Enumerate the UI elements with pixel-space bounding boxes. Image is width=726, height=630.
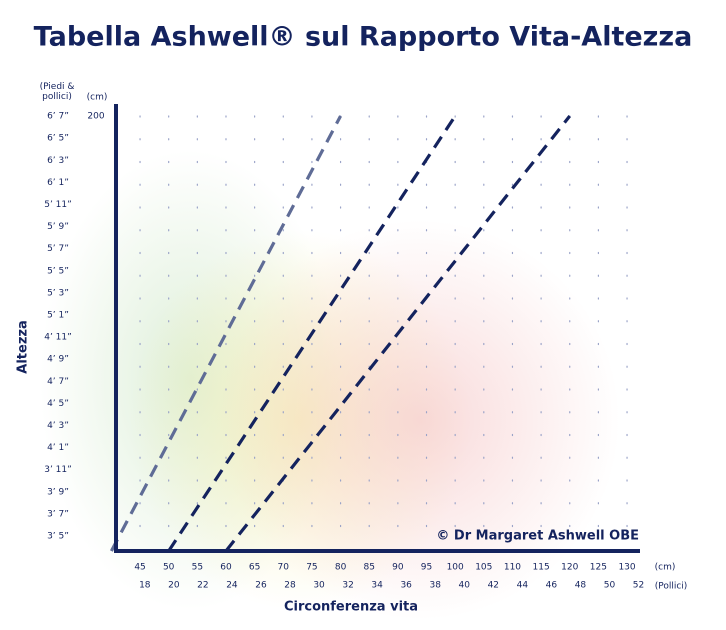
y-tick-label: 4’ 3” xyxy=(47,421,69,431)
y-tick-label: 5’ 5” xyxy=(47,266,69,276)
y-tick-label: 5’ 3” xyxy=(47,288,69,298)
x2-tick-label: 32 xyxy=(342,581,353,591)
y2-unit-label: (cm) xyxy=(87,93,108,103)
x2-tick-label: 24 xyxy=(226,581,238,591)
x2-tick-label: 46 xyxy=(546,581,558,591)
x2-tick-label: 18 xyxy=(139,581,151,591)
x-tick-label: 130 xyxy=(618,563,635,573)
y-unit-label-part: (Piedi & xyxy=(40,82,75,92)
y-tick-label: 5’ 9” xyxy=(47,222,69,232)
x2-unit-label: (Pollici) xyxy=(655,582,688,592)
x2-tick-label: 22 xyxy=(197,581,208,591)
x2-tick-label: 50 xyxy=(604,581,616,591)
x-tick-label: 50 xyxy=(163,563,175,573)
y-axis-title: Altezza xyxy=(16,320,31,373)
x2-tick-label: 44 xyxy=(517,581,529,591)
chart-title: Tabella Ashwell® sul Rapporto Vita-Altez… xyxy=(34,22,693,53)
x-tick-label: 85 xyxy=(363,563,374,573)
x-tick-label: 110 xyxy=(504,563,521,573)
x2-tick-label: 30 xyxy=(313,581,325,591)
y-tick-label: 4’ 11” xyxy=(44,333,72,343)
x-tick-label: 60 xyxy=(220,563,232,573)
y-tick-label: 6’ 1” xyxy=(47,178,69,188)
x-tick-label: 125 xyxy=(590,563,607,573)
y-unit-label: (Piedi & pollici) xyxy=(40,82,75,102)
x-tick-label: 100 xyxy=(447,563,464,573)
x-unit-label: (cm) xyxy=(655,563,676,573)
x-tick-label: 45 xyxy=(134,563,145,573)
x-tick-label: 95 xyxy=(421,563,432,573)
y-tick-label: 3’ 11” xyxy=(44,465,72,475)
x-tick-label: 90 xyxy=(392,563,404,573)
x-axis-title: Circonferenza vita xyxy=(284,600,418,615)
ratio-line xyxy=(224,115,572,552)
y-tick-label: 4’ 7” xyxy=(47,377,69,387)
x-tick-label: 70 xyxy=(278,563,290,573)
y-tick-label: 6’ 5” xyxy=(47,134,69,144)
x2-tick-label: 40 xyxy=(459,581,471,591)
x2-tick-label: 20 xyxy=(168,581,180,591)
x-tick-label: 65 xyxy=(249,563,260,573)
y-tick-label: 6’ 3” xyxy=(47,156,69,166)
x2-tick-label: 48 xyxy=(575,581,587,591)
x-tick-label: 55 xyxy=(192,563,203,573)
ratio-line xyxy=(109,115,342,552)
x2-tick-label: 36 xyxy=(400,581,412,591)
x-tick-label: 80 xyxy=(335,563,347,573)
x2-tick-label: 34 xyxy=(371,581,383,591)
x2-tick-label: 42 xyxy=(488,581,499,591)
y-tick-label: 4’ 1” xyxy=(47,443,69,453)
y-tick-label: 6’ 7” xyxy=(47,112,69,122)
x2-tick-label: 38 xyxy=(429,581,441,591)
y-tick-label: 5’ 11” xyxy=(44,200,72,210)
x2-tick-label: 26 xyxy=(255,581,267,591)
x2-tick-label: 28 xyxy=(284,581,296,591)
x-tick-label: 75 xyxy=(306,563,317,573)
y-tick-label: 3’ 9” xyxy=(47,487,69,497)
plot: 45 50 55 60 65 70 75 80 85 90 95 100 105 110 115 120 125… xyxy=(16,82,688,615)
x-tick-label: 120 xyxy=(561,563,578,573)
y-unit-label-part: pollici) xyxy=(42,92,72,102)
y-tick-label: 4’ 9” xyxy=(47,355,69,365)
y-tick-label: 4’ 5” xyxy=(47,399,69,409)
y-tick-label: 3’ 5” xyxy=(47,531,69,541)
x-tick-label: 115 xyxy=(533,563,550,573)
x2-tick-label: 52 xyxy=(633,581,644,591)
y-tick-label: 5’ 1” xyxy=(47,311,69,321)
annotation: © Dr Margaret Ashwell OBE xyxy=(436,529,639,544)
x-tick-label: 105 xyxy=(475,563,492,573)
y2-tick-label: 200 xyxy=(87,112,104,122)
ratio-line xyxy=(167,115,457,552)
y-tick-label: 3’ 7” xyxy=(47,509,69,519)
y-tick-label: 5’ 7” xyxy=(47,244,69,254)
